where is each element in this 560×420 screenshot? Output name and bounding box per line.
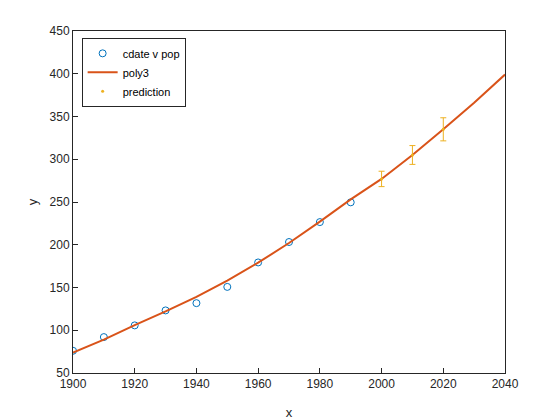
svg-text:2020: 2020 <box>430 377 457 391</box>
svg-text:50: 50 <box>56 366 70 380</box>
svg-text:200: 200 <box>50 238 70 252</box>
svg-text:1960: 1960 <box>245 377 272 391</box>
svg-text:poly3: poly3 <box>123 67 149 79</box>
svg-text:y: y <box>25 198 40 205</box>
svg-text:350: 350 <box>50 110 70 124</box>
svg-text:cdate v pop: cdate v pop <box>123 48 180 60</box>
svg-text:250: 250 <box>50 195 70 209</box>
svg-text:2000: 2000 <box>368 377 395 391</box>
svg-text:100: 100 <box>50 323 70 337</box>
svg-text:450: 450 <box>50 24 70 38</box>
svg-text:400: 400 <box>50 67 70 81</box>
svg-text:2040: 2040 <box>492 377 519 391</box>
svg-text:150: 150 <box>50 281 70 295</box>
svg-text:300: 300 <box>50 152 70 166</box>
svg-text:1940: 1940 <box>183 377 210 391</box>
svg-text:x: x <box>286 405 293 420</box>
svg-text:prediction: prediction <box>123 86 171 98</box>
svg-text:1980: 1980 <box>307 377 334 391</box>
svg-text:1920: 1920 <box>121 377 148 391</box>
svg-text:1900: 1900 <box>60 377 87 391</box>
